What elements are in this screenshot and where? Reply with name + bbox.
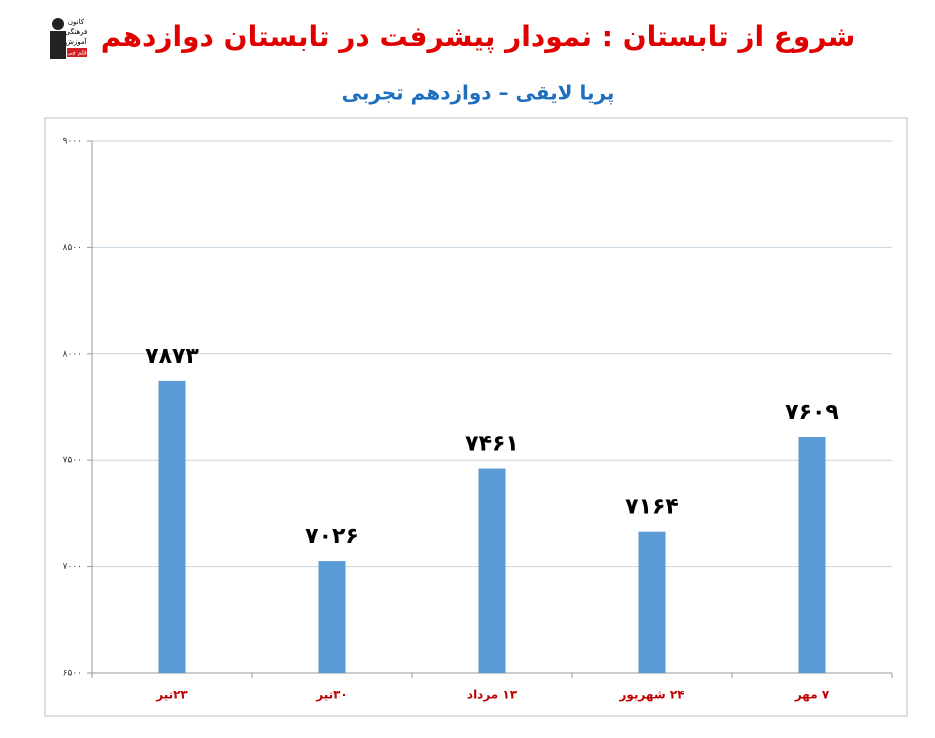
logo-text: کانون	[68, 18, 85, 26]
chart-border	[44, 117, 908, 717]
value-label: ۷۰۲۶	[305, 524, 359, 549]
logo-body	[50, 31, 66, 59]
bar	[158, 380, 186, 673]
bar	[798, 437, 826, 673]
chart-subtitle: پریا لایقی – دوازدهم تجربی	[342, 81, 615, 106]
logo-badge	[67, 48, 87, 57]
logo-head	[52, 18, 64, 30]
bar	[318, 561, 346, 673]
y-tick-label: ۹۰۰۰	[63, 137, 82, 147]
x-tick-label: ۲۴ شهریور	[619, 688, 685, 703]
y-tick-label: ۶۵۰۰	[63, 669, 82, 679]
y-tick-label: ۷۵۰۰	[63, 456, 82, 466]
bar	[478, 468, 506, 673]
y-tick-label: ۸۵۰۰	[63, 243, 82, 253]
bar	[638, 531, 666, 673]
x-tick-label: ۱۳ مرداد	[467, 688, 518, 702]
logo-text: آموزش	[65, 37, 87, 46]
logo-text: قلم چی	[67, 50, 87, 57]
chart-title: شروع از تابستان : نمودار پیشرفت در تابست…	[101, 20, 856, 53]
value-label: ۷۶۰۹	[785, 400, 839, 425]
logo-text: فرهنگی	[65, 27, 88, 36]
value-label: ۷۸۷۳	[145, 344, 199, 369]
logo: کانون فرهنگی آموزش قلم چی	[47, 14, 88, 64]
x-tick-label: ۷ مهر	[794, 688, 830, 702]
value-label: ۷۱۶۴	[625, 495, 679, 520]
y-tick-label: ۸۰۰۰	[63, 349, 82, 359]
x-tick-label: ۲۳تیر	[155, 688, 188, 702]
x-tick-label: ۳۰تیر	[315, 688, 348, 702]
value-label: ۷۴۶۱	[465, 431, 519, 456]
y-tick-label: ۷۰۰۰	[63, 562, 82, 572]
